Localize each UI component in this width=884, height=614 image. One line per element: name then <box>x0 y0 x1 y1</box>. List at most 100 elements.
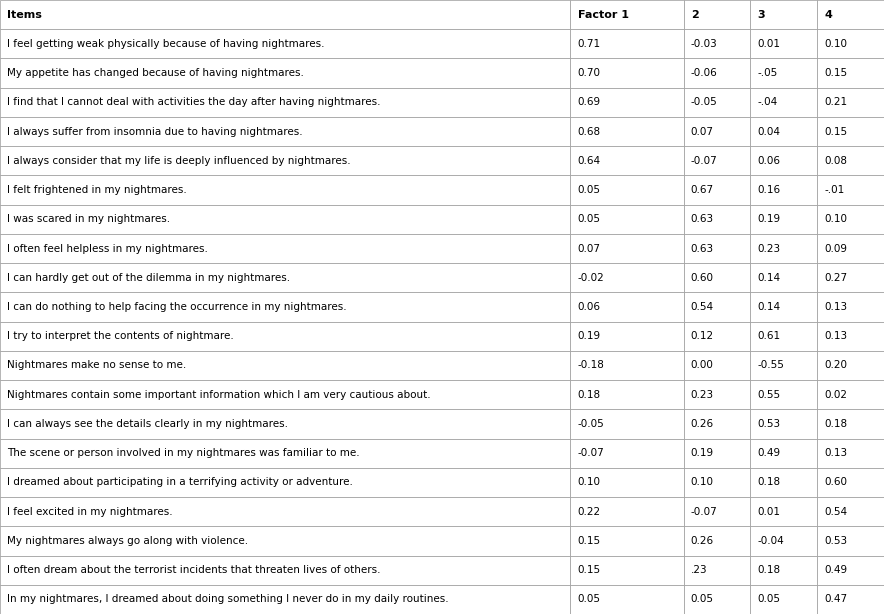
Text: 0.05: 0.05 <box>577 214 600 224</box>
Text: 0.07: 0.07 <box>577 244 600 254</box>
Bar <box>751 497 817 526</box>
Bar <box>570 497 683 526</box>
Text: 0.27: 0.27 <box>824 273 848 283</box>
Text: 0.13: 0.13 <box>824 331 848 341</box>
Bar <box>0 0 570 29</box>
Bar <box>817 88 884 117</box>
Bar <box>0 29 570 58</box>
Text: 0.09: 0.09 <box>824 244 847 254</box>
Bar <box>817 322 884 351</box>
Bar <box>570 234 683 263</box>
Text: My nightmares always go along with violence.: My nightmares always go along with viole… <box>7 536 248 546</box>
Text: 0.61: 0.61 <box>758 331 781 341</box>
Bar <box>570 468 683 497</box>
Bar <box>0 438 570 468</box>
Bar <box>751 29 817 58</box>
Bar <box>683 585 751 614</box>
Text: 0.07: 0.07 <box>690 126 713 136</box>
Bar <box>817 585 884 614</box>
Bar <box>683 438 751 468</box>
Bar <box>751 117 817 146</box>
Bar <box>683 146 751 176</box>
Text: 0.10: 0.10 <box>824 214 847 224</box>
Bar <box>0 585 570 614</box>
Bar <box>570 176 683 204</box>
Text: I always consider that my life is deeply influenced by nightmares.: I always consider that my life is deeply… <box>7 156 351 166</box>
Text: -.01: -.01 <box>824 185 844 195</box>
Bar <box>0 468 570 497</box>
Text: 0.06: 0.06 <box>577 302 600 312</box>
Text: 0.68: 0.68 <box>577 126 600 136</box>
Bar <box>751 410 817 438</box>
Text: 0.19: 0.19 <box>690 448 714 458</box>
Bar <box>817 204 884 234</box>
Bar <box>0 380 570 410</box>
Text: 4: 4 <box>824 10 832 20</box>
Bar <box>751 176 817 204</box>
Text: 0.63: 0.63 <box>690 244 714 254</box>
Bar <box>570 88 683 117</box>
Text: -0.03: -0.03 <box>690 39 718 49</box>
Text: -0.18: -0.18 <box>577 360 605 370</box>
Bar <box>0 117 570 146</box>
Bar <box>751 585 817 614</box>
Text: 0.05: 0.05 <box>690 594 713 604</box>
Bar <box>0 410 570 438</box>
Bar <box>683 292 751 322</box>
Bar <box>683 263 751 292</box>
Text: 0.67: 0.67 <box>690 185 714 195</box>
Bar <box>570 29 683 58</box>
Bar <box>817 263 884 292</box>
Text: In my nightmares, I dreamed about doing something I never do in my daily routine: In my nightmares, I dreamed about doing … <box>7 594 449 604</box>
Text: 0.14: 0.14 <box>758 273 781 283</box>
Text: 0.15: 0.15 <box>824 68 848 78</box>
Bar <box>751 263 817 292</box>
Bar <box>751 292 817 322</box>
Bar <box>683 526 751 556</box>
Bar <box>570 380 683 410</box>
Text: 0.71: 0.71 <box>577 39 600 49</box>
Text: 0.15: 0.15 <box>577 536 600 546</box>
Text: I can hardly get out of the dilemma in my nightmares.: I can hardly get out of the dilemma in m… <box>7 273 290 283</box>
Bar <box>683 0 751 29</box>
Text: I often feel helpless in my nightmares.: I often feel helpless in my nightmares. <box>7 244 208 254</box>
Text: 0.19: 0.19 <box>758 214 781 224</box>
Bar <box>683 176 751 204</box>
Bar <box>751 380 817 410</box>
Text: I can do nothing to help facing the occurrence in my nightmares.: I can do nothing to help facing the occu… <box>7 302 347 312</box>
Bar <box>683 234 751 263</box>
Bar <box>683 29 751 58</box>
Text: 0.53: 0.53 <box>758 419 781 429</box>
Bar <box>817 0 884 29</box>
Text: -0.05: -0.05 <box>577 419 605 429</box>
Bar <box>751 58 817 88</box>
Text: 0.16: 0.16 <box>758 185 781 195</box>
Text: 0.18: 0.18 <box>758 478 781 488</box>
Text: 0.13: 0.13 <box>824 448 848 458</box>
Text: I always suffer from insomnia due to having nightmares.: I always suffer from insomnia due to hav… <box>7 126 302 136</box>
Bar <box>0 497 570 526</box>
Text: 0.18: 0.18 <box>824 419 848 429</box>
Text: -0.55: -0.55 <box>758 360 784 370</box>
Text: -0.04: -0.04 <box>758 536 784 546</box>
Bar <box>0 146 570 176</box>
Text: I often dream about the terrorist incidents that threaten lives of others.: I often dream about the terrorist incide… <box>7 565 381 575</box>
Bar <box>817 29 884 58</box>
Text: I feel excited in my nightmares.: I feel excited in my nightmares. <box>7 507 172 516</box>
Text: -0.02: -0.02 <box>577 273 605 283</box>
Bar <box>683 410 751 438</box>
Text: 0.00: 0.00 <box>690 360 713 370</box>
Text: 0.69: 0.69 <box>577 98 600 107</box>
Bar <box>683 117 751 146</box>
Text: 3: 3 <box>758 10 766 20</box>
Text: 0.23: 0.23 <box>690 390 714 400</box>
Text: 0.49: 0.49 <box>758 448 781 458</box>
Bar <box>570 410 683 438</box>
Text: 0.26: 0.26 <box>690 536 714 546</box>
Text: 0.63: 0.63 <box>690 214 714 224</box>
Text: .23: .23 <box>690 565 707 575</box>
Text: 0.49: 0.49 <box>824 565 848 575</box>
Text: 0.12: 0.12 <box>690 331 714 341</box>
Bar <box>683 556 751 585</box>
Text: 0.64: 0.64 <box>577 156 600 166</box>
